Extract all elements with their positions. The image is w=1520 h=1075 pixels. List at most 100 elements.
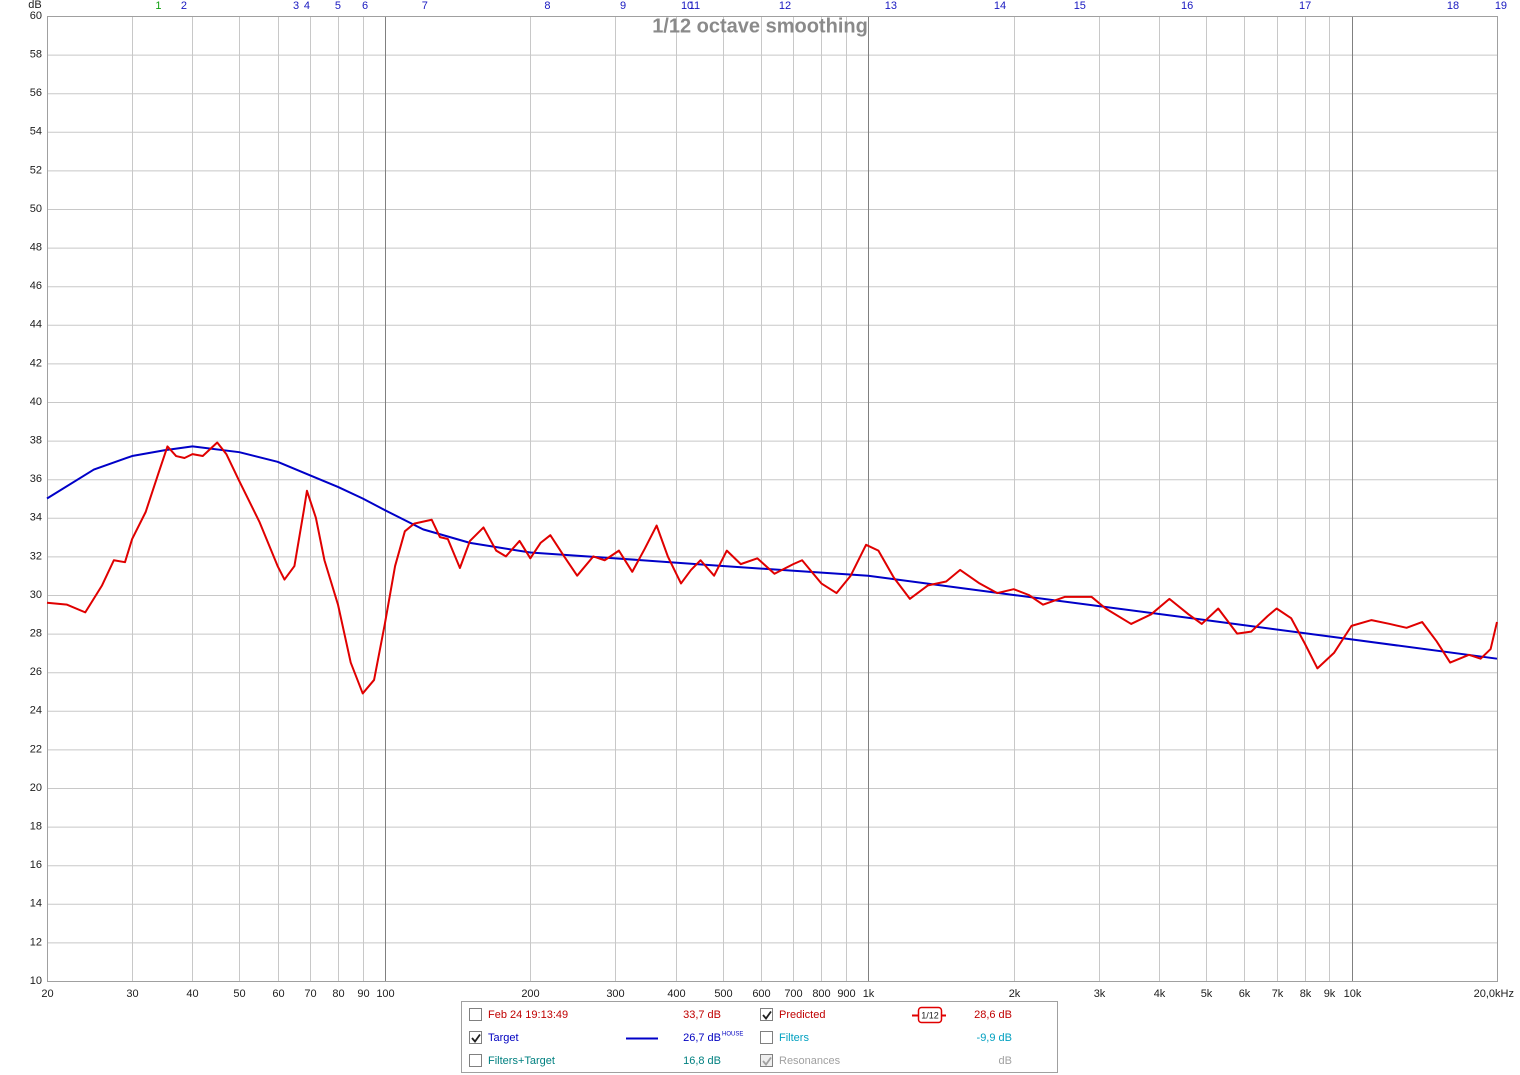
filter-marker: 4 [304, 0, 310, 12]
x-tick-label: 20,0kHz [1474, 988, 1514, 1000]
filter-marker: 19 [1495, 0, 1507, 12]
legend-checkbox[interactable] [469, 1054, 482, 1067]
legend-readout: -9,9 dB [977, 1032, 1012, 1044]
y-tick-label: 14 [30, 898, 42, 910]
legend-checkbox[interactable] [760, 1054, 773, 1067]
legend-readout: 33,7 dB [683, 1009, 721, 1021]
y-tick-label: 22 [30, 743, 42, 755]
y-tick-label: 42 [30, 357, 42, 369]
filter-marker: 2 [181, 0, 187, 12]
series-line [46, 445, 1498, 660]
y-tick-label: 46 [30, 280, 42, 292]
filter-marker: 10 [681, 0, 693, 12]
x-tick-label: 7k [1272, 988, 1284, 1000]
x-tick-label: 800 [812, 988, 830, 1000]
x-tick-label: 40 [186, 988, 198, 1000]
legend-checkbox[interactable] [469, 1008, 482, 1021]
y-tick-label: 26 [30, 666, 42, 678]
x-tick-label: 100 [376, 988, 394, 1000]
x-tick-label: 1k [863, 988, 875, 1000]
x-tick-label: 500 [714, 988, 732, 1000]
x-tick-label: 8k [1300, 988, 1312, 1000]
y-tick-label: 36 [30, 473, 42, 485]
legend-label[interactable]: Predicted [779, 1009, 825, 1021]
x-tick-label: 5k [1201, 988, 1213, 1000]
y-tick-label: 44 [30, 319, 42, 331]
filter-marker: 8 [544, 0, 550, 12]
y-tick-label: 28 [30, 628, 42, 640]
filter-marker: 7 [422, 0, 428, 12]
y-tick-label: 34 [30, 512, 42, 524]
y-tick-label: 40 [30, 396, 42, 408]
y-tick-label: 12 [30, 936, 42, 948]
filter-marker: 9 [620, 0, 626, 12]
filter-marker: 18 [1447, 0, 1459, 12]
legend-label[interactable]: Feb 24 19:13:49 [488, 1009, 568, 1021]
legend-label[interactable]: Resonances [779, 1055, 841, 1067]
legend-label[interactable]: Filters [779, 1032, 809, 1044]
y-tick-label: 16 [30, 859, 42, 871]
x-tick-label: 600 [752, 988, 770, 1000]
filter-marker: 1 [155, 0, 161, 12]
filter-marker: 15 [1074, 0, 1086, 12]
legend-checkbox[interactable] [760, 1031, 773, 1044]
filter-marker: 16 [1181, 0, 1193, 12]
legend-frame [461, 1001, 1058, 1073]
filter-marker: 3 [293, 0, 299, 12]
legend-panel: Feb 24 19:13:49 33,7 dB Target 26,7 dB HOUSE… [461, 1001, 1058, 1073]
x-tick-label: 4k [1154, 988, 1166, 1000]
legend-checkbox[interactable] [469, 1031, 482, 1044]
x-tick-label: 900 [837, 988, 855, 1000]
y-tick-label: 50 [30, 203, 42, 215]
x-tick-label: 50 [233, 988, 245, 1000]
x-tick-label: 200 [521, 988, 539, 1000]
x-tick-label: 300 [606, 988, 624, 1000]
checkmark [762, 1056, 772, 1066]
x-tick-label: 20 [41, 988, 53, 1000]
y-tick-label: 58 [30, 49, 42, 61]
legend-readout: 26,7 dB [683, 1032, 721, 1044]
lines-layer [46, 441, 1498, 695]
y-tick-label: 18 [30, 821, 42, 833]
checkmark [471, 1033, 481, 1043]
y-tick-label: 32 [30, 550, 42, 562]
x-tick-label: 80 [332, 988, 344, 1000]
x-tick-label: 60 [272, 988, 284, 1000]
x-tick-label: 700 [784, 988, 802, 1000]
x-tick-label: 9k [1324, 988, 1336, 1000]
legend-readout: 16,8 dB [683, 1055, 721, 1067]
legend-label[interactable]: Filters+Target [488, 1055, 555, 1067]
filter-marker: 6 [362, 0, 368, 12]
y-tick-label: 48 [30, 242, 42, 254]
filter-marker: 17 [1299, 0, 1311, 12]
filter-marker: 11 [689, 0, 700, 12]
grid-layer [47, 16, 1498, 982]
x-tick-label: 10k [1344, 988, 1362, 1000]
smoothing-icon-label: 1/12 [921, 1010, 939, 1020]
y-tick-label: 24 [30, 705, 42, 717]
filter-marker: 13 [885, 0, 897, 12]
legend-label[interactable]: Target [488, 1032, 519, 1044]
filter-marker: 12 [779, 0, 791, 12]
x-tick-label: 70 [304, 988, 316, 1000]
y-tick-label: 54 [30, 126, 42, 138]
x-tick-label: 30 [126, 988, 138, 1000]
filter-marker: 14 [994, 0, 1006, 12]
y-tick-label: 60 [30, 10, 42, 22]
chart-title: 1/12 octave smoothing [652, 15, 868, 37]
checkmark [762, 1010, 772, 1020]
filter-marker: 5 [335, 0, 341, 12]
x-tick-label: 2k [1009, 988, 1021, 1000]
smoothing-icon[interactable] [917, 1006, 943, 1024]
legend-superscript: HOUSE [722, 1032, 743, 1038]
legend-readout: 28,6 dB [974, 1009, 1012, 1021]
x-tick-label: 400 [667, 988, 685, 1000]
legend-checkbox[interactable] [760, 1008, 773, 1021]
x-tick-label: 6k [1239, 988, 1251, 1000]
x-tick-label: 90 [357, 988, 369, 1000]
y-tick-label: 52 [30, 164, 42, 176]
y-tick-label: 20 [30, 782, 42, 794]
y-tick-label: 56 [30, 87, 42, 99]
series-line [46, 441, 1498, 695]
